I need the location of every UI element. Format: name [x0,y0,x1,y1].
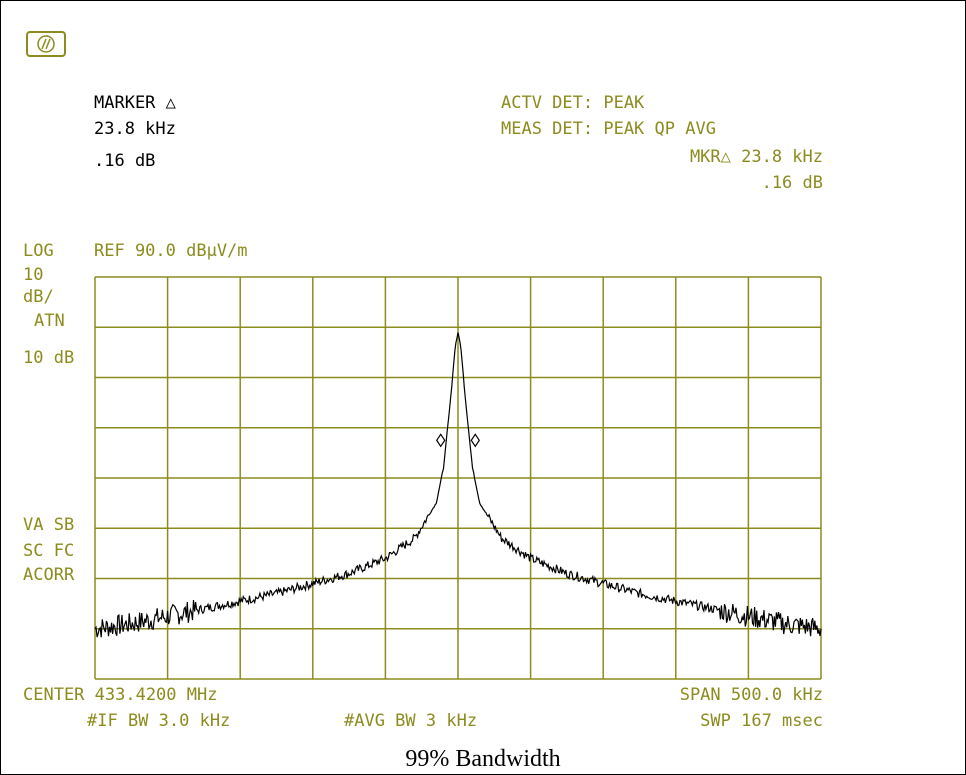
scale-division: 10 [23,265,44,285]
status-sc-fc: SC FC [23,541,75,561]
hp-logo-icon [37,35,55,53]
status-va-sb: VA SB [23,515,75,535]
marker-frequency: 23.8 kHz [94,119,176,139]
active-detector: ACTV DET: PEAK [501,93,645,113]
measurement-detector: MEAS DET: PEAK QP AVG [501,119,716,139]
status-acorr: ACORR [23,565,75,585]
marker-amplitude: .16 dB [94,151,156,171]
span: SPAN 500.0 kHz [679,685,823,705]
caption: 99% Bandwidth [405,746,561,772]
avg-bandwidth: #AVG BW 3 kHz [344,711,478,731]
scale-division-unit: dB/ [23,287,54,307]
reference-level: REF 90.0 dBµV/m [94,241,248,261]
attenuation-value: 10 dB [23,348,75,368]
hp-logo [26,31,66,57]
sweep-time: SWP 167 msec [700,711,823,731]
spectrum-trace [94,332,822,638]
delta-marker [470,433,480,448]
marker-label: MARKER △ [94,93,176,113]
marker-delta-amplitude: .16 dB [761,173,823,193]
marker-delta-frequency: MKR△ 23.8 kHz [689,147,823,167]
attenuation-label: ATN [34,311,65,331]
if-bandwidth: #IF BW 3.0 kHz [87,711,231,731]
delta-marker [436,433,446,448]
scale-log: LOG [23,241,54,261]
center-frequency: CENTER 433.4200 MHz [23,685,218,705]
